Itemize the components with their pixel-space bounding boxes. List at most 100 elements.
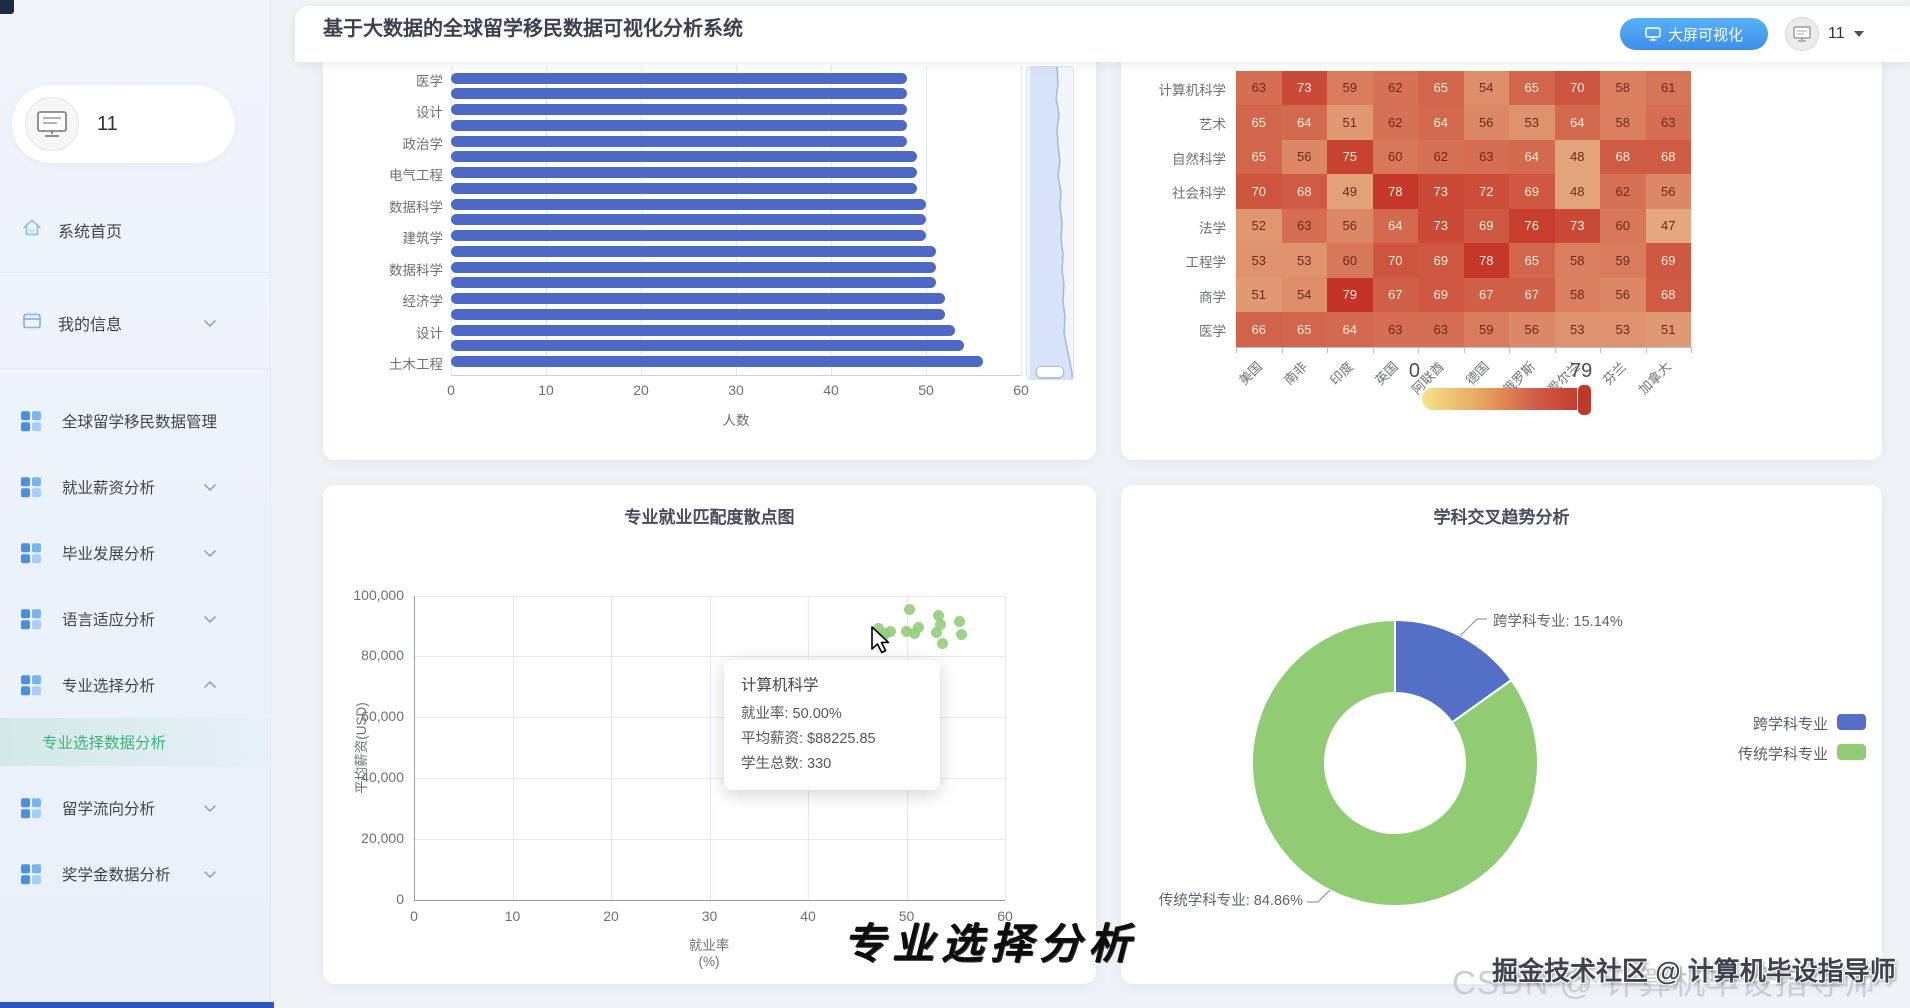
heatmap-cell[interactable]: 69 <box>1418 277 1464 312</box>
scatter-point[interactable] <box>873 623 885 635</box>
sidebar-item-4[interactable]: 语言适应分析 <box>0 599 270 639</box>
heatmap-cell[interactable]: 65 <box>1236 139 1282 174</box>
scatter-point[interactable] <box>932 609 944 621</box>
heatmap-cell[interactable]: 63 <box>1645 105 1691 140</box>
heatmap-cell[interactable]: 54 <box>1463 70 1509 105</box>
scatter-point[interactable] <box>954 616 966 628</box>
heatmap-cell[interactable]: 61 <box>1645 70 1691 105</box>
sidebar-item-home[interactable]: 系统首页 <box>0 210 270 250</box>
heatmap-cell[interactable]: 64 <box>1418 105 1464 140</box>
heatmap-cell[interactable]: 70 <box>1236 174 1282 209</box>
heatmap-cell[interactable]: 53 <box>1281 243 1327 278</box>
heatmap-cell[interactable]: 70 <box>1372 243 1418 278</box>
heatmap-cell[interactable]: 67 <box>1372 277 1418 312</box>
heatmap-cell[interactable]: 58 <box>1600 70 1646 105</box>
heatmap-cell[interactable]: 48 <box>1554 139 1600 174</box>
heatmap-cell[interactable]: 54 <box>1281 277 1327 312</box>
bar[interactable] <box>451 245 936 257</box>
bar[interactable] <box>451 198 926 210</box>
heatmap-cell[interactable]: 78 <box>1463 243 1509 278</box>
heatmap-cell[interactable]: 63 <box>1463 139 1509 174</box>
scatter-point[interactable] <box>903 604 915 615</box>
sidebar-item-1[interactable]: 全球留学移民数据管理 <box>0 401 270 441</box>
sidebar-item-7[interactable]: 奖学金数据分析 <box>0 854 270 894</box>
heatmap-cell[interactable]: 56 <box>1600 277 1646 312</box>
bar[interactable] <box>451 151 917 163</box>
sidebar-subitem-major-selection-data[interactable]: 专业选择数据分析 <box>0 718 270 766</box>
visualmap-gradient-bar[interactable] <box>1422 388 1588 410</box>
heatmap-cell[interactable]: 60 <box>1600 208 1646 243</box>
bar[interactable] <box>451 356 983 367</box>
heatmap-cell[interactable]: 51 <box>1236 277 1282 312</box>
scatter-point[interactable] <box>956 628 968 640</box>
heatmap-cell[interactable]: 69 <box>1645 243 1691 278</box>
heatmap-cell[interactable]: 53 <box>1509 105 1555 140</box>
bar[interactable] <box>451 72 907 84</box>
heatmap-cell[interactable]: 73 <box>1418 174 1464 209</box>
heatmap-cell[interactable]: 63 <box>1281 208 1327 243</box>
heatmap-cell[interactable]: 68 <box>1645 277 1691 312</box>
heatmap-cell[interactable]: 58 <box>1554 243 1600 278</box>
heatmap-cell[interactable]: 67 <box>1509 277 1555 312</box>
heatmap-cell[interactable]: 69 <box>1509 174 1555 209</box>
heatmap-cell[interactable]: 64 <box>1554 105 1600 140</box>
heatmap-cell[interactable]: 56 <box>1645 174 1691 209</box>
bar[interactable] <box>451 167 917 178</box>
bar[interactable] <box>451 214 926 226</box>
scatter-point[interactable] <box>937 637 949 649</box>
heatmap-cell[interactable]: 79 <box>1327 277 1373 312</box>
heatmap-cell[interactable]: 58 <box>1554 277 1600 312</box>
sidebar-item-2[interactable]: 就业薪资分析 <box>0 467 270 507</box>
heatmap-cell[interactable]: 72 <box>1463 174 1509 209</box>
heatmap-cell[interactable]: 60 <box>1372 139 1418 174</box>
sidebar-item-3[interactable]: 毕业发展分析 <box>0 533 270 573</box>
heatmap-cell[interactable]: 53 <box>1554 312 1600 347</box>
heatmap-cell[interactable]: 65 <box>1418 70 1464 105</box>
sidebar-item-profile[interactable]: 我的信息 <box>0 303 270 343</box>
heatmap-cell[interactable]: 62 <box>1372 70 1418 105</box>
sidebar-user-card[interactable]: 11 <box>12 85 235 163</box>
scatter-point[interactable] <box>935 619 947 631</box>
bar[interactable] <box>451 88 907 100</box>
heatmap-cell[interactable]: 59 <box>1463 312 1509 347</box>
heatmap-cell[interactable]: 51 <box>1327 105 1373 140</box>
heatmap-cell[interactable]: 52 <box>1236 208 1282 243</box>
heatmap-cell[interactable]: 62 <box>1372 105 1418 140</box>
heatmap-cell[interactable]: 78 <box>1372 174 1418 209</box>
scatter-point[interactable] <box>930 626 942 638</box>
heatmap-cell[interactable]: 67 <box>1463 277 1509 312</box>
heatmap-cell[interactable]: 64 <box>1509 139 1555 174</box>
scatter-point[interactable] <box>885 625 897 637</box>
heatmap-cell[interactable]: 63 <box>1372 312 1418 347</box>
heatmap-cell[interactable]: 49 <box>1327 174 1373 209</box>
sidebar-item-6[interactable]: 留学流向分析 <box>0 788 270 828</box>
heatmap-cell[interactable]: 48 <box>1554 174 1600 209</box>
heatmap-cell[interactable]: 76 <box>1509 208 1555 243</box>
big-screen-button[interactable]: 大屏可视化 <box>1620 18 1768 50</box>
user-menu[interactable]: 11 <box>1785 16 1864 52</box>
bar[interactable] <box>451 230 926 241</box>
heatmap-cell[interactable]: 68 <box>1281 174 1327 209</box>
heatmap-cell[interactable]: 63 <box>1236 70 1282 105</box>
heatmap-cell[interactable]: 68 <box>1600 139 1646 174</box>
heatmap-cell[interactable]: 56 <box>1281 139 1327 174</box>
heatmap-cell[interactable]: 65 <box>1281 312 1327 347</box>
heatmap-cell[interactable]: 59 <box>1600 243 1646 278</box>
heatmap-cell[interactable]: 65 <box>1509 243 1555 278</box>
bar[interactable] <box>451 182 917 194</box>
scatter-point[interactable] <box>901 625 912 637</box>
bar[interactable] <box>451 261 936 273</box>
sidebar-item-5[interactable]: 专业选择分析 <box>0 665 270 705</box>
heatmap-cell[interactable]: 59 <box>1327 70 1373 105</box>
heatmap-cell[interactable]: 58 <box>1600 105 1646 140</box>
heatmap-cell[interactable]: 73 <box>1554 208 1600 243</box>
bar[interactable] <box>451 104 907 115</box>
heatmap-cell[interactable]: 62 <box>1418 139 1464 174</box>
bar[interactable] <box>451 308 945 320</box>
heatmap-cell[interactable]: 51 <box>1645 312 1691 347</box>
legend-item-traditional[interactable]: 传统学科专业 <box>1639 742 1874 763</box>
bar[interactable] <box>451 293 945 304</box>
heatmap-cell[interactable]: 56 <box>1327 208 1373 243</box>
heatmap-cell[interactable]: 65 <box>1236 105 1282 140</box>
scatter-point[interactable] <box>908 628 920 640</box>
